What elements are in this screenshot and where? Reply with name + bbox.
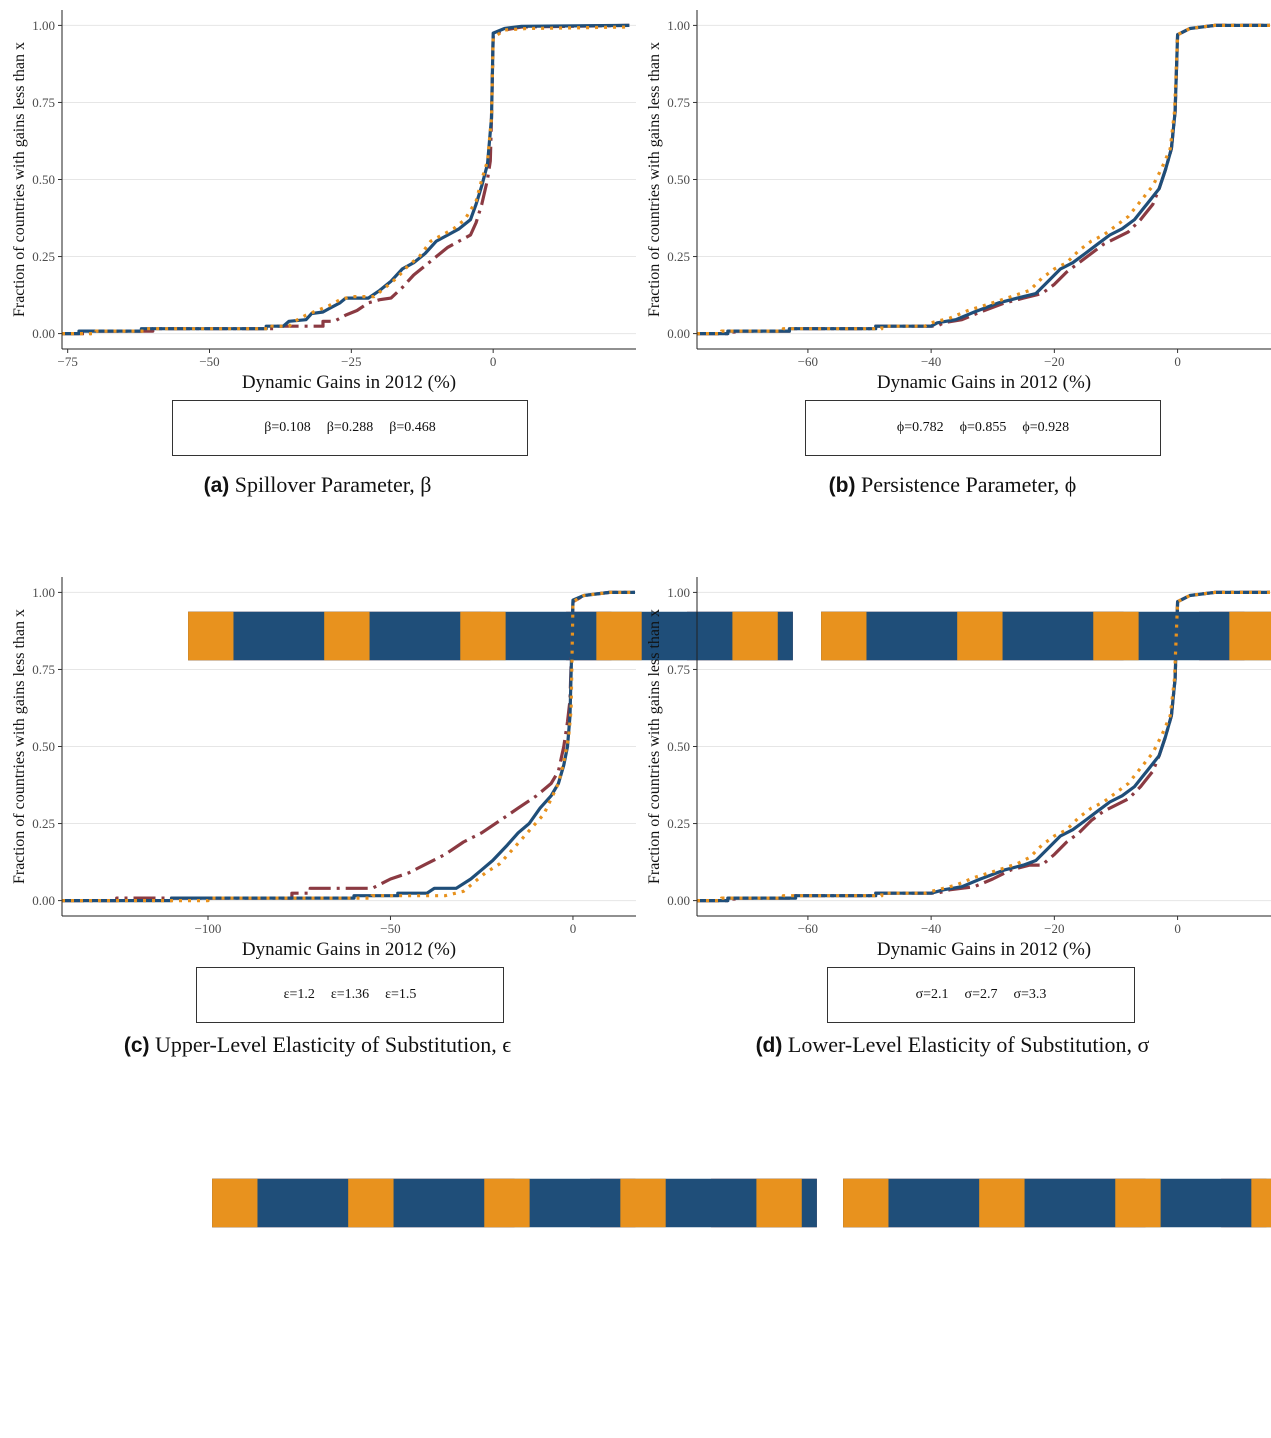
y-tick-label: 1.00: [32, 585, 55, 600]
y-tick-label: 0.00: [32, 326, 55, 341]
y-tick-label: 0.00: [667, 893, 690, 908]
legend-label: ϕ=0.928: [1022, 420, 1070, 435]
legend-label: σ=2.1: [915, 987, 949, 1002]
y-tick-label: 1.00: [667, 585, 690, 600]
legend-label: β=0.108: [264, 420, 311, 435]
y-tick-label: 0.50: [32, 172, 55, 187]
x-tick-label: −50: [380, 921, 400, 936]
y-tick-label: 1.00: [667, 18, 690, 33]
legend-d: σ=2.1 σ=2.7 σ=3.3: [827, 967, 1271, 1228]
y-axis-title: Fraction of countries with gains less th…: [11, 42, 28, 317]
series-line-2: [62, 590, 635, 903]
x-tick-label: 0: [1174, 354, 1181, 369]
chart-plot-d: 0.00 0.25 0.50 0.75 1.00 −60 −40 −20 0 Dynamic Ga…: [646, 577, 1271, 960]
legend-label: ε=1.2: [283, 987, 315, 1002]
y-tick-label: 0.75: [32, 95, 55, 110]
legend-item: ε=1.5: [212, 987, 817, 1228]
y-tick-label: 0.25: [667, 816, 690, 831]
chart-panel-d: 0.00 0.25 0.50 0.75 1.00 −60 −40 −20 0 Dynamic Ga…: [635, 567, 1271, 1228]
caption-label-c: (c): [123, 1034, 150, 1057]
legend-b: ϕ=0.782 ϕ=0.855 ϕ=0.928: [805, 400, 1271, 661]
series-line-1: [62, 23, 630, 336]
caption-label-b: (b): [828, 474, 856, 497]
legend-item: σ=3.3: [843, 987, 1271, 1228]
x-tick-label: −20: [1044, 921, 1064, 936]
caption-a: (a) Spillover Parameter, β: [0, 472, 635, 498]
x-axis-title: Dynamic Gains in 2012 (%): [877, 939, 1091, 960]
y-tick-label: 0.25: [32, 249, 55, 264]
x-tick-label: −20: [1044, 354, 1064, 369]
x-tick-label: 0: [490, 354, 497, 369]
y-axis-title: Fraction of countries with gains less th…: [11, 609, 28, 884]
y-tick-label: 0.00: [32, 893, 55, 908]
y-tick-label: 0.75: [667, 662, 690, 677]
y-tick-label: 0.00: [667, 326, 690, 341]
x-axis-title: Dynamic Gains in 2012 (%): [242, 372, 456, 393]
x-tick-label: −60: [798, 354, 818, 369]
y-tick-label: 0.25: [667, 249, 690, 264]
y-axis-title: Fraction of countries with gains less th…: [646, 42, 663, 317]
legend-c: ε=1.2 ε=1.36 ε=1.5: [196, 967, 817, 1228]
caption-c: (c) Upper-Level Elasticity of Substituti…: [0, 1032, 635, 1058]
y-tick-label: 0.25: [32, 816, 55, 831]
caption-d: (d) Lower-Level Elasticity of Substituti…: [635, 1032, 1270, 1058]
series-line-3: [62, 590, 635, 903]
chart-plot-b: 0.00 0.25 0.50 0.75 1.00 −60 −40 −20 0 Dynamic Ga…: [646, 10, 1271, 393]
x-tick-label: −60: [798, 921, 818, 936]
y-tick-label: 0.50: [667, 739, 690, 754]
x-tick-label: −40: [921, 354, 941, 369]
legend-label: σ=3.3: [1013, 987, 1047, 1002]
caption-b: (b) Persistence Parameter, ϕ: [635, 472, 1270, 498]
chart-panel-c: 0.00 0.25 0.50 0.75 1.00 −100 −50 0 Dynamic Gain…: [0, 567, 817, 1228]
caption-label-d: (d): [755, 1034, 783, 1057]
legend-item: ϕ=0.928: [821, 420, 1271, 661]
chart-plot-a: 0.00 0.25 0.50 0.75 1.00 −75 −50 −25 0 Dynamic Ga…: [11, 10, 636, 393]
series-line-3: [62, 25, 630, 336]
legend-swatch: [821, 611, 1271, 661]
caption-text-a: Spillover Parameter, β: [234, 472, 432, 497]
y-tick-label: 0.50: [32, 739, 55, 754]
series-line-3: [697, 590, 1270, 903]
legend-label: σ=2.7: [964, 987, 998, 1002]
caption-text-b: Persistence Parameter, ϕ: [860, 472, 1077, 497]
legend-label: β=0.288: [326, 420, 374, 435]
series-line-3: [697, 23, 1270, 336]
legend-item: β=0.468: [188, 420, 793, 661]
x-tick-label: 0: [1174, 921, 1181, 936]
y-tick-label: 0.50: [667, 172, 690, 187]
chart-panel-a: 0.00 0.25 0.50 0.75 1.00 −75 −50 −25 0 Dynamic Ga…: [0, 0, 793, 661]
y-tick-label: 1.00: [32, 18, 55, 33]
legend-a: β=0.108 β=0.288 β=0.468: [172, 400, 793, 661]
legend-label: ε=1.5: [385, 987, 417, 1002]
y-tick-label: 0.75: [32, 662, 55, 677]
legend-label: ε=1.36: [330, 987, 370, 1002]
x-tick-label: −40: [921, 921, 941, 936]
chart-plot-c: 0.00 0.25 0.50 0.75 1.00 −100 −50 0 Dynamic Gain…: [11, 577, 636, 960]
x-tick-label: −75: [58, 354, 78, 369]
chart-panel-b: 0.00 0.25 0.50 0.75 1.00 −60 −40 −20 0 Dynamic Ga…: [635, 0, 1271, 661]
legend-swatch: [188, 611, 793, 661]
y-tick-label: 0.75: [667, 95, 690, 110]
legend-label: ϕ=0.855: [959, 420, 1007, 435]
x-tick-label: −25: [341, 354, 361, 369]
caption-text-c: Upper-Level Elasticity of Substitution, …: [155, 1032, 512, 1057]
caption-text-d: Lower-Level Elasticity of Substitution, …: [787, 1032, 1150, 1057]
x-tick-label: −50: [199, 354, 219, 369]
y-axis-title: Fraction of countries with gains less th…: [646, 609, 663, 884]
x-tick-label: −100: [195, 921, 222, 936]
x-axis-title: Dynamic Gains in 2012 (%): [242, 939, 456, 960]
x-axis-title: Dynamic Gains in 2012 (%): [877, 372, 1091, 393]
x-tick-label: 0: [570, 921, 577, 936]
legend-label: β=0.468: [389, 420, 436, 435]
legend-label: ϕ=0.782: [896, 420, 944, 435]
caption-label-a: (a): [203, 474, 230, 497]
